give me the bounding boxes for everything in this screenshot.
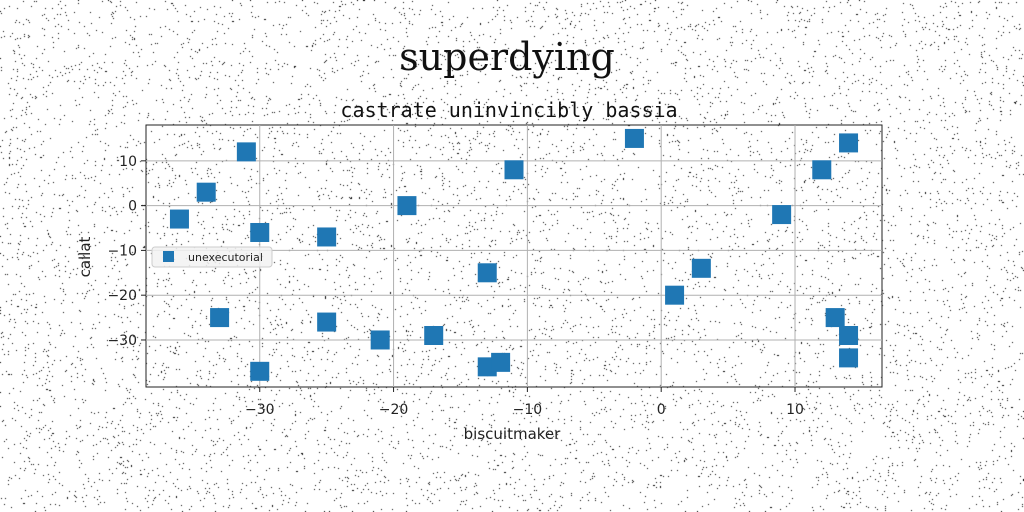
x-tick-label: −30 xyxy=(245,402,275,418)
data-point-marker xyxy=(504,160,524,180)
y-axis-label: callat xyxy=(76,236,94,277)
x-axis-ticks: −30 −20 −10 0 10 xyxy=(245,387,804,418)
y-tick-label: −30 xyxy=(107,333,137,349)
y-tick-label: 10 xyxy=(119,154,137,170)
x-tick-label: 10 xyxy=(786,402,804,418)
x-axis-label: biscuitmaker xyxy=(464,425,561,443)
data-point-marker xyxy=(624,128,644,148)
data-point-marker xyxy=(825,308,845,328)
data-point-marker xyxy=(370,330,390,350)
data-point-marker xyxy=(691,258,711,278)
chart-title: superdying xyxy=(399,35,615,79)
x-tick-label: −10 xyxy=(513,402,543,418)
data-point-marker xyxy=(317,312,337,332)
data-point-marker xyxy=(839,348,859,368)
data-point-marker xyxy=(397,196,417,216)
data-point-marker xyxy=(491,352,511,372)
data-point-marker xyxy=(196,182,216,202)
data-point-marker xyxy=(772,205,792,225)
data-point-marker xyxy=(250,222,270,242)
plot-area: −30 −20 −10 0 10 10 0 −10 −20 −30 xyxy=(107,124,883,418)
x-tick-label: −20 xyxy=(379,402,409,418)
data-point-marker xyxy=(210,308,230,328)
data-point-marker xyxy=(169,209,189,229)
data-point-marker xyxy=(250,361,270,381)
data-point-marker xyxy=(839,133,859,153)
data-point-marker xyxy=(317,227,337,247)
legend: unexecutorial xyxy=(151,246,273,268)
series-markers xyxy=(169,128,859,381)
plot-frame xyxy=(145,124,883,388)
y-tick-label: −10 xyxy=(107,243,137,259)
data-point-marker xyxy=(236,142,256,162)
legend-marker xyxy=(163,251,174,262)
y-axis-ticks: 10 0 −10 −20 −30 xyxy=(107,154,146,349)
y-tick-label: 0 xyxy=(128,199,137,215)
data-point-marker xyxy=(477,263,497,283)
data-point-marker xyxy=(839,325,859,345)
data-point-marker xyxy=(812,160,832,180)
data-point-marker xyxy=(665,285,685,305)
legend-box xyxy=(151,246,273,268)
y-tick-label: −20 xyxy=(107,288,137,304)
legend-label: unexecutorial xyxy=(188,251,263,264)
x-tick-label: 0 xyxy=(657,402,666,418)
chart-subtitle: castrate uninvincibly bassia xyxy=(340,98,677,122)
data-point-marker xyxy=(424,325,444,345)
